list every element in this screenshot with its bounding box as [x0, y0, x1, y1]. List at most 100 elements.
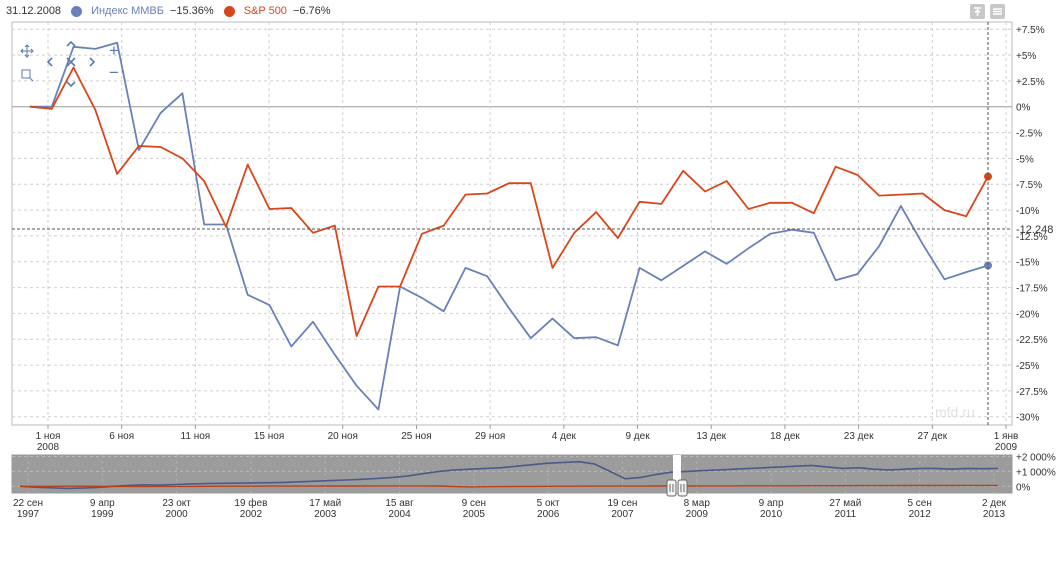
data-point-sp500	[421, 233, 423, 235]
pan-down-icon[interactable]	[63, 78, 79, 94]
data-point-micex	[94, 48, 96, 50]
watermark: mfd.ru	[935, 404, 975, 420]
nav-x-tick-label: 19 сен	[607, 498, 637, 509]
y-tick-label: +7.5%	[1016, 25, 1045, 36]
y-tick-label: -12.5%	[1016, 232, 1048, 243]
y-tick-label: -17.5%	[1016, 284, 1048, 295]
nav-x-tick-label: 1997	[17, 509, 40, 520]
data-point-sp500	[530, 182, 532, 184]
pan-right-icon[interactable]	[84, 56, 100, 72]
x-tick-label: 13 дек	[696, 431, 726, 442]
data-point-sp500	[399, 285, 401, 288]
x-tick-label: 20 ноя	[328, 431, 358, 442]
nav-x-tick-label: 2007	[611, 509, 634, 520]
legend-item-micex[interactable]: Индекс ММВБ −15.36%	[71, 5, 214, 17]
nav-x-tick-label: 17 май	[309, 498, 341, 509]
nav-x-tick-label: 2004	[388, 509, 411, 520]
data-point-sp500	[900, 193, 902, 196]
legend-name-sp500: S&P 500	[243, 5, 287, 17]
data-point-sp500	[312, 232, 314, 234]
data-point-sp500	[922, 192, 924, 195]
crosshair-value: -12.248	[1016, 224, 1053, 236]
main-y-axis: +7.5% +5% +2.5% 0% -2.5% -5% -7.5% -10% -12.5% -1…	[1016, 25, 1048, 424]
legend: 31.12.2008 Индекс ММВБ −15.36% S&P 500 −…	[6, 3, 331, 19]
data-point-sp500	[682, 170, 684, 172]
data-point-sp500	[943, 209, 946, 211]
select-zoom-icon[interactable]	[20, 68, 34, 82]
legend-value-sp500: −6.76%	[292, 5, 331, 17]
legend-item-sp500[interactable]: S&P 500 −6.76%	[223, 5, 331, 17]
reset-icon[interactable]	[63, 56, 79, 72]
data-point-micex	[943, 278, 946, 280]
nav-y-tick-label: +1 000%	[1016, 467, 1056, 478]
pan-up-icon[interactable]	[63, 36, 79, 52]
nav-x-tick-label: 2000	[165, 509, 188, 520]
data-point-sp500	[573, 232, 575, 234]
data-point-sp500	[639, 201, 641, 203]
navigator-handle[interactable]	[666, 479, 688, 497]
data-point-micex	[922, 243, 924, 245]
export-icon[interactable]	[970, 4, 985, 19]
data-point-micex	[203, 223, 205, 226]
legend-name-micex: Индекс ММВБ	[91, 5, 164, 17]
nav-x-tick-label: 23 окт	[162, 498, 191, 509]
x-tick-label: 11 ноя	[181, 431, 211, 442]
data-point-sp500	[160, 146, 162, 148]
data-point-sp500	[856, 174, 858, 176]
data-point-sp500	[203, 180, 205, 182]
x-tick-label: 29 ноя	[475, 431, 505, 442]
data-point-micex	[726, 263, 728, 265]
navigator-background	[11, 454, 1013, 494]
data-point-sp500	[704, 190, 706, 193]
main-series	[29, 41, 992, 411]
data-point-micex	[856, 273, 858, 275]
data-point-micex	[312, 321, 314, 323]
nav-x-tick-label: 2010	[760, 509, 783, 520]
data-point-sp500	[377, 285, 379, 288]
nav-x-tick-label: 19 фев	[234, 497, 267, 509]
nav-x-tick-label: 15 авг	[385, 498, 414, 509]
pan-left-icon[interactable]	[42, 56, 58, 72]
main-grid	[11, 21, 1013, 426]
y-tick-label: -5%	[1016, 154, 1034, 165]
zoom-out-button[interactable]: −	[109, 63, 119, 82]
navigator-series	[19, 460, 999, 490]
plot-area	[11, 21, 1013, 426]
data-point-sp500	[247, 164, 249, 166]
y-tick-label: -2.5%	[1016, 129, 1042, 140]
data-point-micex	[595, 336, 597, 338]
data-point-micex	[551, 317, 554, 320]
zoom-controls: + −	[16, 36, 126, 96]
y-tick-label: -22.5%	[1016, 335, 1048, 346]
x-tick-label: 1 ноя	[36, 431, 61, 442]
data-point-micex	[573, 337, 575, 339]
data-point-micex	[639, 267, 641, 269]
nav-series-line-sp500	[20, 484, 998, 488]
data-point-sp500	[984, 172, 992, 181]
pan-icon[interactable]	[20, 44, 34, 58]
legend-marker-sp500	[223, 5, 235, 17]
data-point-sp500	[769, 202, 771, 204]
data-point-sp500	[225, 226, 227, 228]
menu-icon[interactable]	[990, 4, 1005, 19]
data-point-micex	[138, 149, 140, 151]
y-tick-label: -20%	[1016, 309, 1039, 320]
zoom-in-button[interactable]: +	[109, 41, 119, 60]
data-point-micex	[530, 337, 532, 339]
data-point-micex	[965, 271, 967, 273]
nav-x-tick-label: 2002	[240, 509, 263, 520]
data-point-sp500	[747, 208, 750, 210]
data-point-sp500	[29, 106, 31, 108]
data-point-micex	[443, 310, 445, 312]
nav-x-tick-label: 2003	[314, 509, 337, 520]
nav-x-tick-label: 27 май	[829, 498, 861, 509]
data-point-sp500	[617, 237, 619, 239]
data-point-micex	[508, 307, 510, 309]
data-point-micex	[900, 205, 902, 207]
data-point-micex	[878, 245, 880, 247]
x-tick-label: 25 ноя	[401, 431, 431, 442]
data-point-micex	[682, 265, 684, 267]
data-point-micex	[334, 354, 336, 356]
